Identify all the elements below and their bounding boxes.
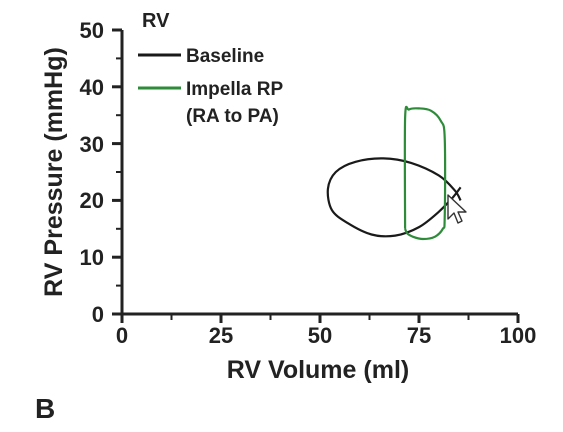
x-tick-label-50: 50 [308, 323, 332, 348]
baseline-loop [326, 157, 462, 238]
y-axis-title: RV Pressure (mmHg) [40, 47, 68, 297]
impella-rp-loop [403, 105, 447, 241]
legend-label-baseline: Baseline [186, 46, 264, 67]
legend-label-impella-line2: (RA to PA) [186, 106, 279, 127]
legend: RV Baseline Impella RP (RA to PA) [138, 10, 283, 127]
panel-letter: B [35, 393, 55, 424]
chart-title: RV [142, 10, 170, 32]
x-axis-title: RV Volume (ml) [227, 356, 409, 384]
legend-label-impella-line1: Impella RP [186, 79, 283, 100]
y-tick-label-10: 10 [80, 245, 104, 270]
y-tick-label-30: 30 [80, 132, 104, 157]
x-tick-label-0: 0 [116, 323, 128, 348]
x-tick-label-25: 25 [209, 323, 233, 348]
x-tick-label-75: 75 [407, 323, 431, 348]
y-tick-label-20: 20 [80, 188, 104, 213]
y-tick-label-0: 0 [92, 302, 104, 327]
x-tick-label-100: 100 [500, 323, 537, 348]
y-tick-label-40: 40 [80, 75, 104, 100]
mouse-pointer-icon [447, 194, 467, 224]
y-tick-label-50: 50 [80, 18, 104, 43]
